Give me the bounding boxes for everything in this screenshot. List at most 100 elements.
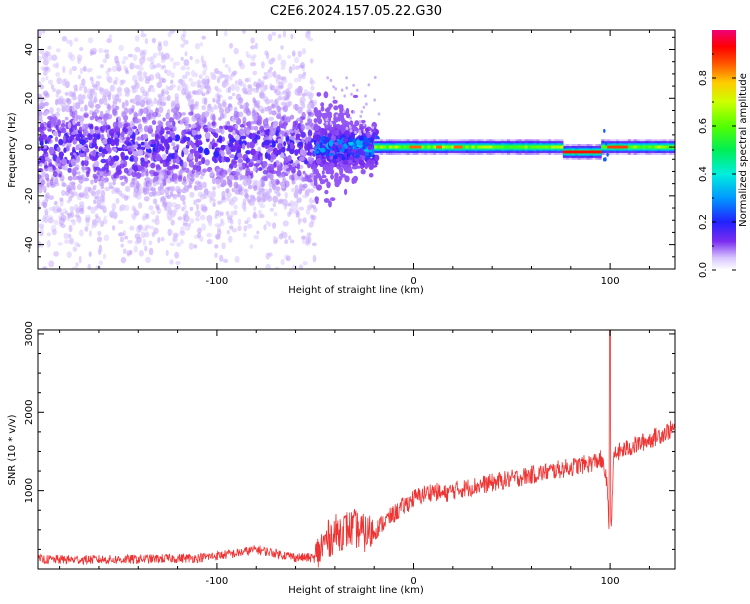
- heatmap-cell: [84, 104, 88, 112]
- heatmap-cell: [55, 156, 61, 164]
- heatmap-cell: [94, 108, 100, 114]
- heatmap-cell: [140, 231, 146, 239]
- heatmap-cell: [124, 99, 128, 107]
- heatmap-cell: [201, 205, 208, 213]
- heatmap-cell: [217, 183, 221, 189]
- heatmap-cell: [297, 106, 303, 114]
- heatmap-cell: [38, 223, 45, 229]
- heatmap-cell: [300, 228, 304, 233]
- heatmap-cell: [330, 134, 336, 141]
- heatmap-cell: [160, 236, 165, 242]
- heatmap-cell: [70, 191, 75, 199]
- heatmap-cell: [258, 185, 264, 193]
- heatmap-cell: [49, 179, 54, 186]
- heatmap-cell: [371, 132, 377, 136]
- heatmap-cell: [78, 204, 85, 210]
- heatmap-cell: [231, 145, 237, 151]
- heatmap-cell: [69, 219, 76, 223]
- snr-x-ticks: -100 0 100: [59, 330, 650, 587]
- heatmap-cell: [98, 249, 102, 256]
- heatmap-cell: [281, 146, 286, 153]
- heatmap-cell: [69, 206, 75, 212]
- heatmap-cell: [280, 45, 284, 50]
- heatmap-cell: [276, 149, 282, 155]
- heatmap-cell: [145, 256, 151, 264]
- heatmap-cell: [161, 89, 165, 97]
- heatmap-cell: [480, 145, 484, 149]
- heatmap-cell: [63, 147, 67, 153]
- heatmap-cell: [624, 145, 629, 149]
- heatmap-cell: [94, 166, 101, 171]
- heatmap-cell: [269, 66, 274, 71]
- heatmap-cell: [524, 145, 528, 149]
- heatmap-cell: [256, 159, 261, 164]
- heatmap-cell: [229, 218, 234, 225]
- heatmap-cell: [321, 160, 327, 164]
- heatmap-cell: [45, 210, 49, 218]
- heatmap-cell: [277, 95, 282, 101]
- heatmap-cell: [363, 143, 369, 148]
- heatmap-cell: [601, 145, 605, 149]
- heatmap-cell: [113, 212, 117, 220]
- heatmap-cell: [140, 157, 145, 163]
- heatmap-cell: [191, 141, 195, 149]
- heatmap-cell: [660, 145, 664, 149]
- heatmap-cell: [153, 227, 159, 235]
- heatmap-cell: [320, 106, 325, 112]
- heatmap-cell: [47, 136, 51, 143]
- heatmap-cell: [87, 37, 94, 44]
- heatmap-cell: [271, 104, 276, 109]
- heatmap-cell: [169, 191, 174, 197]
- heatmap-cell: [285, 116, 291, 123]
- heatmap-cell: [337, 140, 342, 145]
- heatmap-cell: [87, 263, 91, 269]
- heatmap-cell: [366, 133, 370, 139]
- heatmap-cell: [46, 51, 51, 56]
- heatmap-cell: [291, 50, 296, 57]
- heatmap-cell: [155, 164, 161, 168]
- heatmap-cell: [359, 132, 362, 136]
- heatmap-cell: [289, 147, 295, 155]
- heatmap-cell: [202, 181, 207, 189]
- heatmap-cell: [180, 56, 184, 61]
- heatmap-cell: [174, 134, 181, 142]
- heatmap-cell: [290, 239, 295, 244]
- heatmap-cell: [199, 214, 206, 221]
- heatmap-cell: [285, 255, 291, 262]
- heatmap-cell: [123, 123, 128, 128]
- heatmap-cell: [252, 70, 258, 76]
- heatmap-cell: [270, 57, 275, 64]
- heatmap-cell: [104, 53, 110, 60]
- heatmap-cell: [108, 182, 113, 186]
- heatmap-cell: [348, 156, 354, 160]
- heatmap-cell: [213, 105, 219, 110]
- heatmap-cell: [272, 235, 277, 243]
- heatmap-cell: [284, 239, 289, 245]
- heatmap-cell: [539, 145, 543, 149]
- heatmap-cell: [268, 146, 274, 152]
- heatmap-cell: [100, 176, 105, 182]
- heatmap-cell: [135, 172, 142, 179]
- heatmap-cell: [144, 78, 151, 85]
- heatmap-cell: [233, 110, 239, 118]
- heatmap-cell: [52, 165, 56, 171]
- heatmap-cell: [199, 42, 203, 47]
- heatmap-cell: [219, 113, 225, 119]
- heatmap-cell: [46, 240, 51, 248]
- colorbar-tick-label: 0.2: [698, 214, 709, 230]
- heatmap-cell: [185, 92, 190, 99]
- heatmap-cell: [592, 150, 596, 154]
- heatmap-cell: [119, 79, 124, 86]
- heatmap-cell: [242, 180, 248, 186]
- heatmap-cell: [128, 147, 132, 152]
- heatmap-cell: [206, 239, 212, 245]
- heatmap-cell: [577, 150, 582, 154]
- heatmap-cell: [606, 152, 609, 157]
- heatmap-cell: [427, 145, 431, 149]
- heatmap-cell: [182, 176, 187, 183]
- heatmap-cell: [349, 138, 353, 142]
- heatmap-cell: [204, 132, 211, 139]
- heatmap-cell: [586, 150, 590, 154]
- heatmap-cell: [191, 90, 197, 95]
- heatmap-cell: [126, 250, 132, 256]
